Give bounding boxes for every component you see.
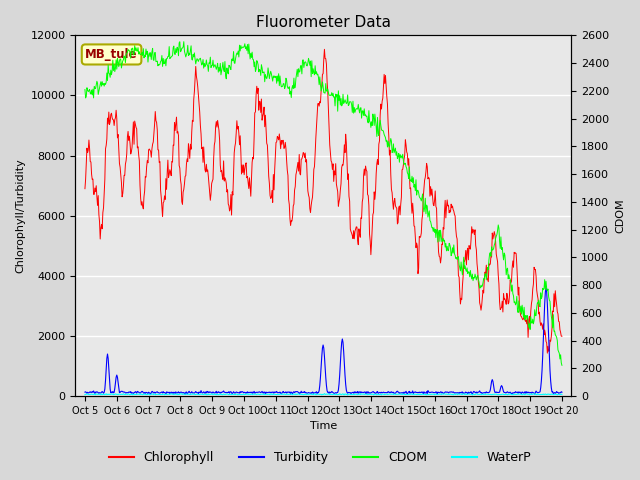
Text: MB_tule: MB_tule — [85, 48, 138, 61]
Legend: Chlorophyll, Turbidity, CDOM, WaterP: Chlorophyll, Turbidity, CDOM, WaterP — [104, 446, 536, 469]
Y-axis label: Chlorophyll/Turbidity: Chlorophyll/Turbidity — [15, 158, 25, 273]
Title: Fluorometer Data: Fluorometer Data — [256, 15, 391, 30]
X-axis label: Time: Time — [310, 421, 337, 432]
Y-axis label: CDOM: CDOM — [615, 198, 625, 233]
